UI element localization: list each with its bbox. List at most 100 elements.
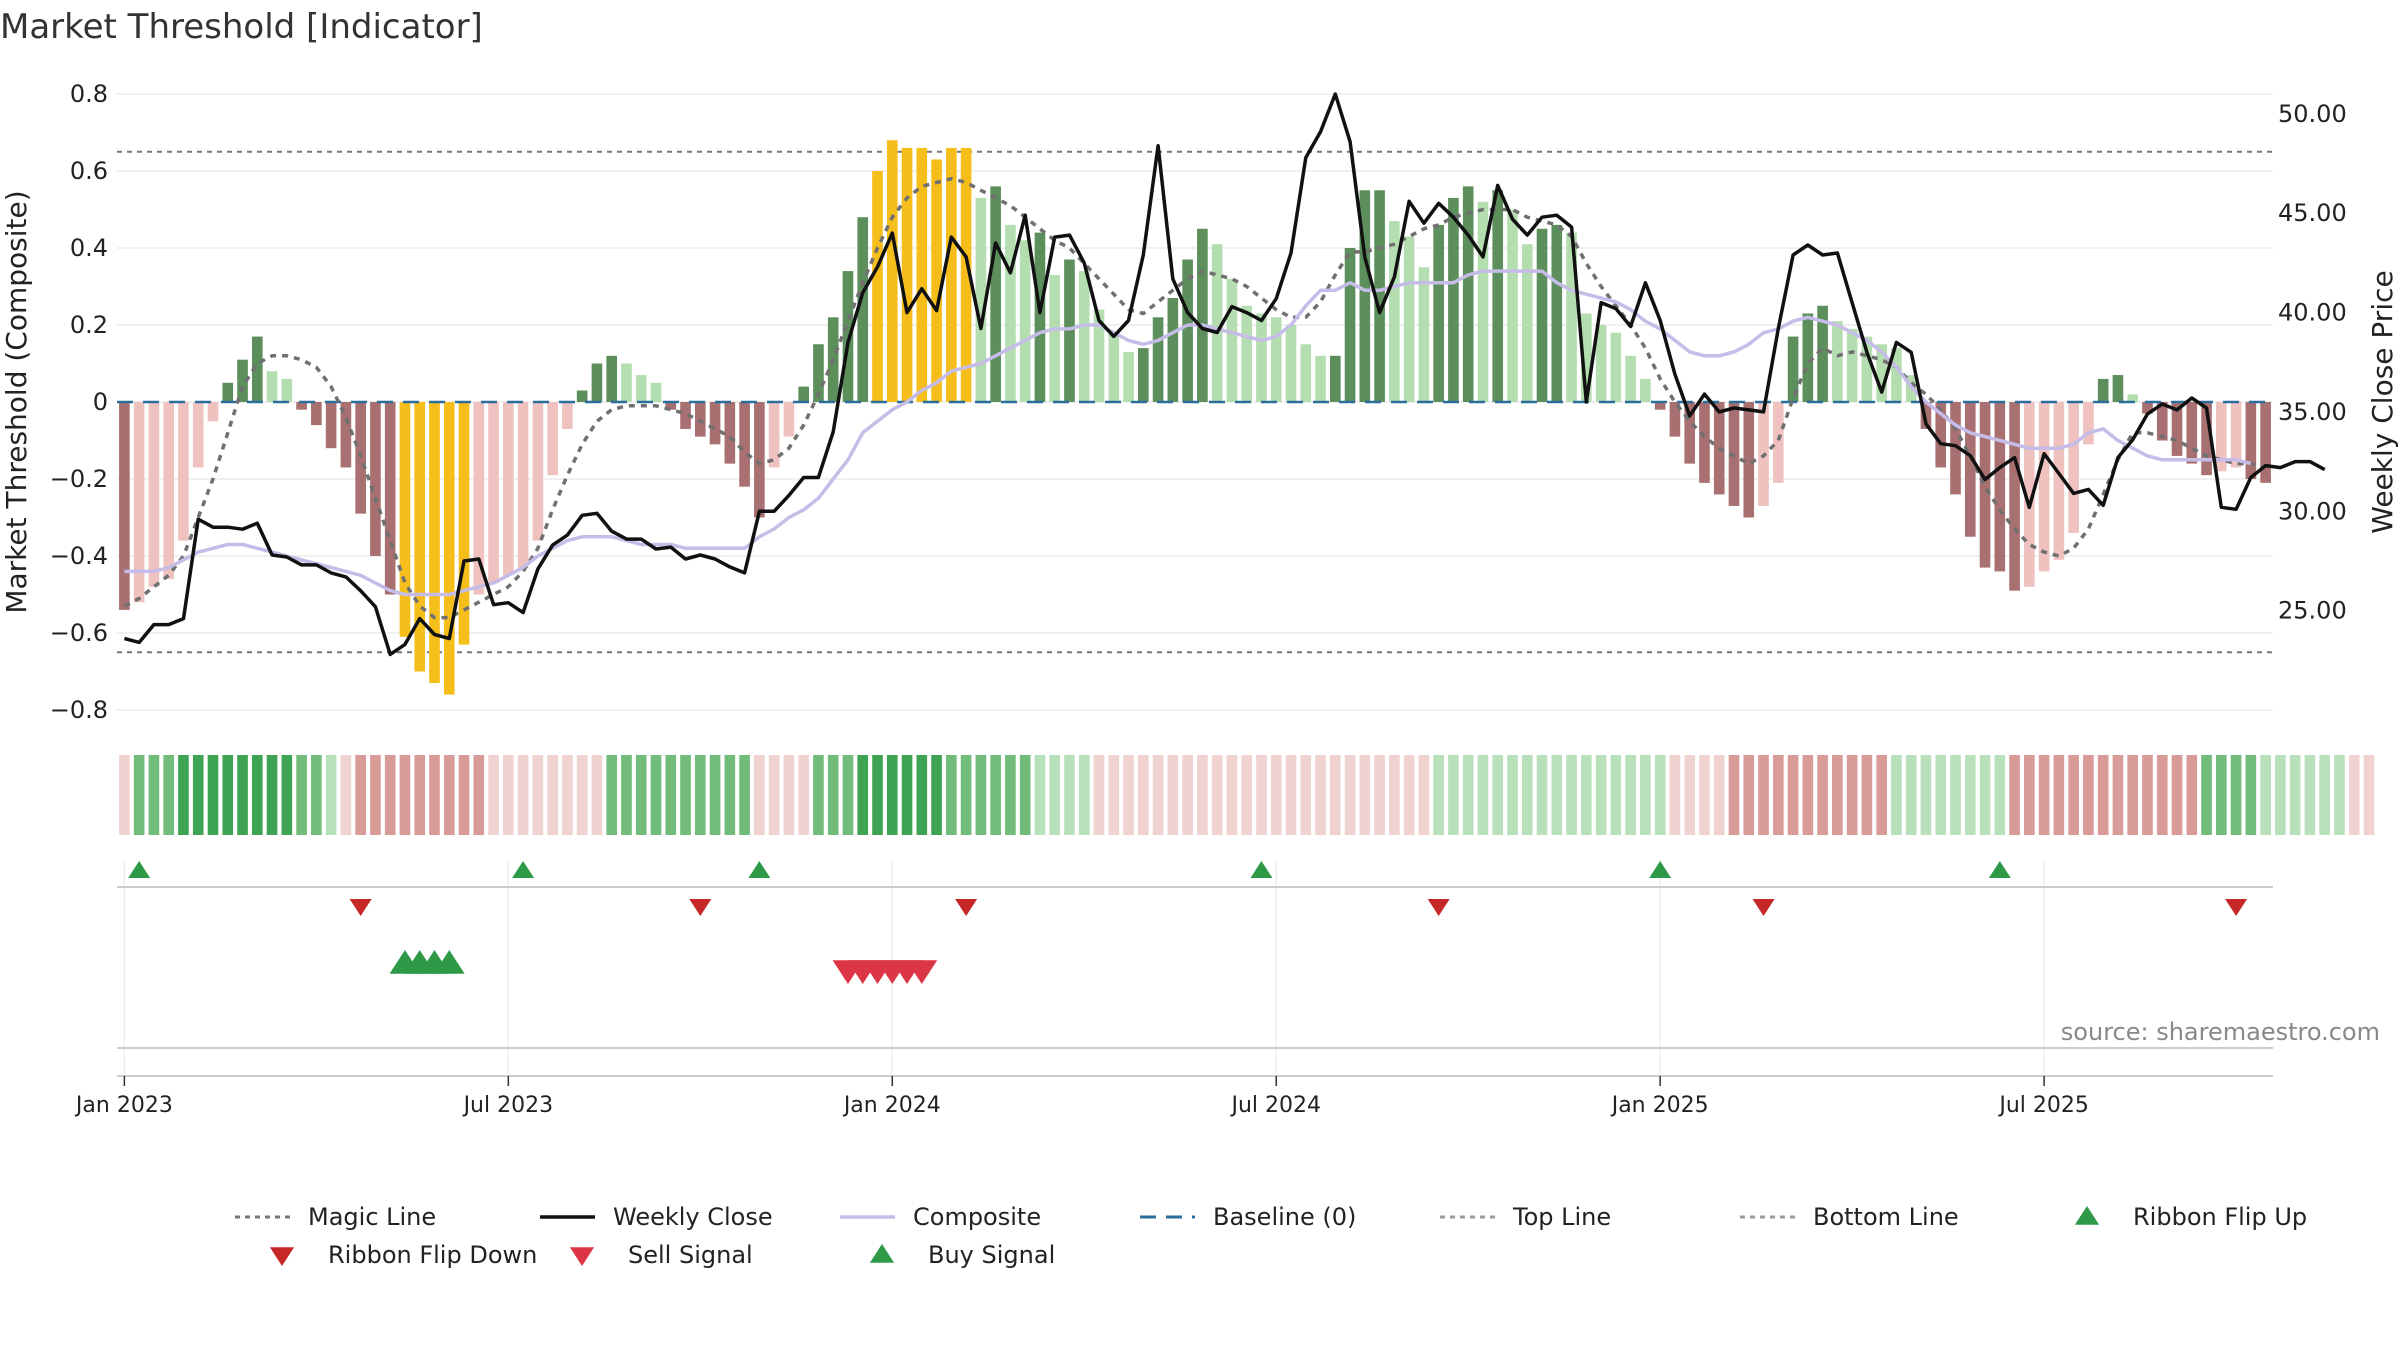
ribbon-cell <box>901 755 913 835</box>
composite-bar <box>2112 375 2124 402</box>
ribbon-strip <box>119 755 2375 835</box>
ribbon-cell <box>1684 755 1696 835</box>
composite-bar <box>281 378 293 402</box>
composite-bar <box>2215 402 2227 472</box>
y-tick-label: 0 <box>93 388 108 416</box>
composite-bar <box>488 402 499 583</box>
ribbon-cell <box>503 755 514 835</box>
composite-bar <box>178 402 189 541</box>
ribbon-cell <box>2334 755 2345 835</box>
composite-bar <box>2156 402 2168 441</box>
ribbon-cell <box>857 755 869 835</box>
composite-bar <box>1846 328 1858 402</box>
ribbon-cell <box>990 755 1001 835</box>
legend-label: Ribbon Flip Down <box>328 1241 537 1269</box>
legend-swatch <box>869 1244 895 1263</box>
ribbon-cell <box>931 755 942 835</box>
ribbon-cell <box>1462 755 1474 835</box>
ribbon-cell <box>1979 755 1991 835</box>
ribbon-cell <box>2142 755 2153 835</box>
ribbon-cell <box>2127 755 2139 835</box>
ribbon-cell <box>1477 755 1489 835</box>
ribbon-cell <box>2260 755 2271 835</box>
composite-bar <box>1669 402 1681 437</box>
composite-bar <box>975 197 987 402</box>
ribbon-cell <box>1861 755 1873 835</box>
y-tick-label: −0.8 <box>50 696 108 724</box>
composite-bar <box>901 147 913 402</box>
composite-bar <box>2038 402 2050 572</box>
composite-bar <box>1448 197 1459 402</box>
ribbon-flip-up-marker <box>1649 861 1672 878</box>
y2-tick-label: 40.00 <box>2278 299 2347 327</box>
composite-bar <box>562 402 573 429</box>
composite-bar <box>547 402 558 476</box>
y2-tick-labels: 50.00 45.00 40.00 35.00 30.00 25.00 <box>2278 100 2347 625</box>
composite-bar <box>384 402 396 595</box>
composite-bar <box>207 402 219 422</box>
ribbon-cell <box>370 755 381 835</box>
ribbon-cell <box>1137 755 1149 835</box>
composite-bar <box>473 402 485 595</box>
ribbon-cell <box>532 755 544 835</box>
composite-bar <box>1108 332 1120 402</box>
composite-bar <box>694 402 706 437</box>
composite-bar <box>1167 298 1179 402</box>
composite-bar <box>1197 228 1208 402</box>
composite-bar <box>1403 236 1415 402</box>
ribbon-cell <box>1093 755 1105 835</box>
ribbon-cell <box>1935 755 1947 835</box>
ribbon-cell <box>1640 755 1651 835</box>
composite-bar <box>119 402 130 610</box>
composite-bar <box>1536 228 1548 402</box>
y-tick-labels: 0.8 0.6 0.4 0.2 0 −0.2 −0.4 −0.6 −0.8 <box>50 80 108 724</box>
y2-tick-label: 30.00 <box>2278 497 2347 525</box>
ribbon-cell <box>1241 755 1253 835</box>
ribbon-cell <box>1197 755 1208 835</box>
ribbon-cell <box>635 755 647 835</box>
composite-bar <box>1374 190 1385 402</box>
ribbon-cell <box>384 755 396 835</box>
composite-bar <box>665 402 677 410</box>
ribbon-cell <box>1758 755 1769 835</box>
ribbon-cell <box>1344 755 1356 835</box>
ribbon-cell <box>946 755 957 835</box>
composite-bar <box>148 402 160 587</box>
composite-bar <box>1699 402 1710 483</box>
composite-bar <box>1137 348 1149 402</box>
composite-bar <box>621 363 632 402</box>
ribbon-cell <box>2156 755 2168 835</box>
ribbon-cell <box>1078 755 1090 835</box>
ribbon-cell <box>237 755 248 835</box>
ribbon-cell <box>2289 755 2301 835</box>
composite-bar <box>133 402 145 603</box>
ribbon-cell <box>709 755 721 835</box>
ribbon-cell <box>694 755 706 835</box>
ribbon-cell <box>399 755 411 835</box>
composite-bar <box>1329 355 1341 402</box>
ribbon-cell <box>960 755 972 835</box>
composite-bar <box>222 382 234 402</box>
ribbon-cell <box>739 755 750 835</box>
ribbon-cell <box>2024 755 2035 835</box>
ribbon-cell <box>2201 755 2212 835</box>
ribbon-cell <box>621 755 632 835</box>
ribbon-cell <box>1846 755 1858 835</box>
x-tick-labels: Jan 2023 Jul 2023 Jan 2024 Jul 2024 Jan 2025… <box>74 1076 2089 1118</box>
ribbon-cell <box>1713 755 1725 835</box>
composite-bar <box>355 402 366 514</box>
ribbon-cell <box>2304 755 2316 835</box>
ribbon-cell <box>1920 755 1932 835</box>
legend-label: Weekly Close <box>613 1203 773 1231</box>
ribbon-cell <box>680 755 691 835</box>
ribbon-cell <box>1964 755 1976 835</box>
y2-axis-label: Weekly Close Price <box>2366 270 2399 533</box>
ribbon-cell <box>325 755 337 835</box>
composite-bar <box>1861 336 1873 402</box>
composite-bar <box>1418 267 1430 402</box>
ribbon-cell <box>1551 755 1563 835</box>
ribbon-cell <box>1064 755 1075 835</box>
ribbon-cell <box>1581 755 1592 835</box>
composite-bar <box>650 382 662 402</box>
legend-swatch <box>269 1247 295 1266</box>
